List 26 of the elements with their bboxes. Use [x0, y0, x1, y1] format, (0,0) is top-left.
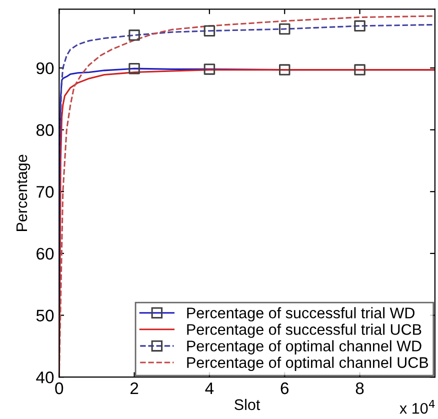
legend-label: Percentage of optimal channel UCB	[187, 356, 428, 371]
point	[354, 64, 366, 76]
x-axis-title: Slot	[234, 398, 260, 410]
point	[128, 62, 140, 74]
point	[354, 20, 366, 32]
point	[278, 23, 290, 35]
y-tick-label: 60	[36, 248, 54, 260]
y-tick-label: 50	[36, 310, 54, 322]
y-tick-label: 70	[36, 186, 54, 198]
point	[128, 30, 140, 41]
point	[204, 25, 216, 36]
y-axis-title: Percentage	[16, 154, 30, 231]
point	[278, 64, 290, 76]
legend-label: Percentage of optimal channel WD	[187, 340, 422, 354]
x-tick-label: 2	[130, 382, 138, 394]
legend-label: Percentage of successful trial UCB	[187, 324, 422, 338]
x-tick-label: 4	[205, 382, 214, 394]
y-tick-label: 90	[36, 62, 54, 74]
x-tick-label: 8	[356, 382, 364, 394]
x-tick-label: 0	[55, 382, 64, 394]
point	[204, 64, 216, 75]
y-tick-label: 40	[36, 372, 54, 384]
text: x 10$^{4}$	[400, 400, 435, 414]
x-tick-label: 6	[280, 382, 289, 394]
legend-label: Percentage of successful trial WD	[187, 307, 414, 322]
y-tick-label: 80	[36, 124, 54, 136]
